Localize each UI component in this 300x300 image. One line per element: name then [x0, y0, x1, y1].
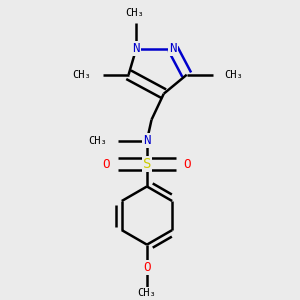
Text: CH₃: CH₃: [138, 288, 156, 298]
Text: O: O: [103, 158, 110, 171]
Text: CH₃: CH₃: [88, 136, 107, 146]
Text: N: N: [169, 42, 177, 55]
Text: O: O: [184, 158, 191, 171]
Text: O: O: [143, 261, 151, 274]
Text: CH₃: CH₃: [224, 70, 243, 80]
Text: CH₃: CH₃: [72, 70, 91, 80]
Text: S: S: [143, 157, 151, 171]
Text: CH₃: CH₃: [125, 8, 144, 19]
Text: N: N: [143, 134, 151, 147]
Text: N: N: [133, 42, 140, 55]
